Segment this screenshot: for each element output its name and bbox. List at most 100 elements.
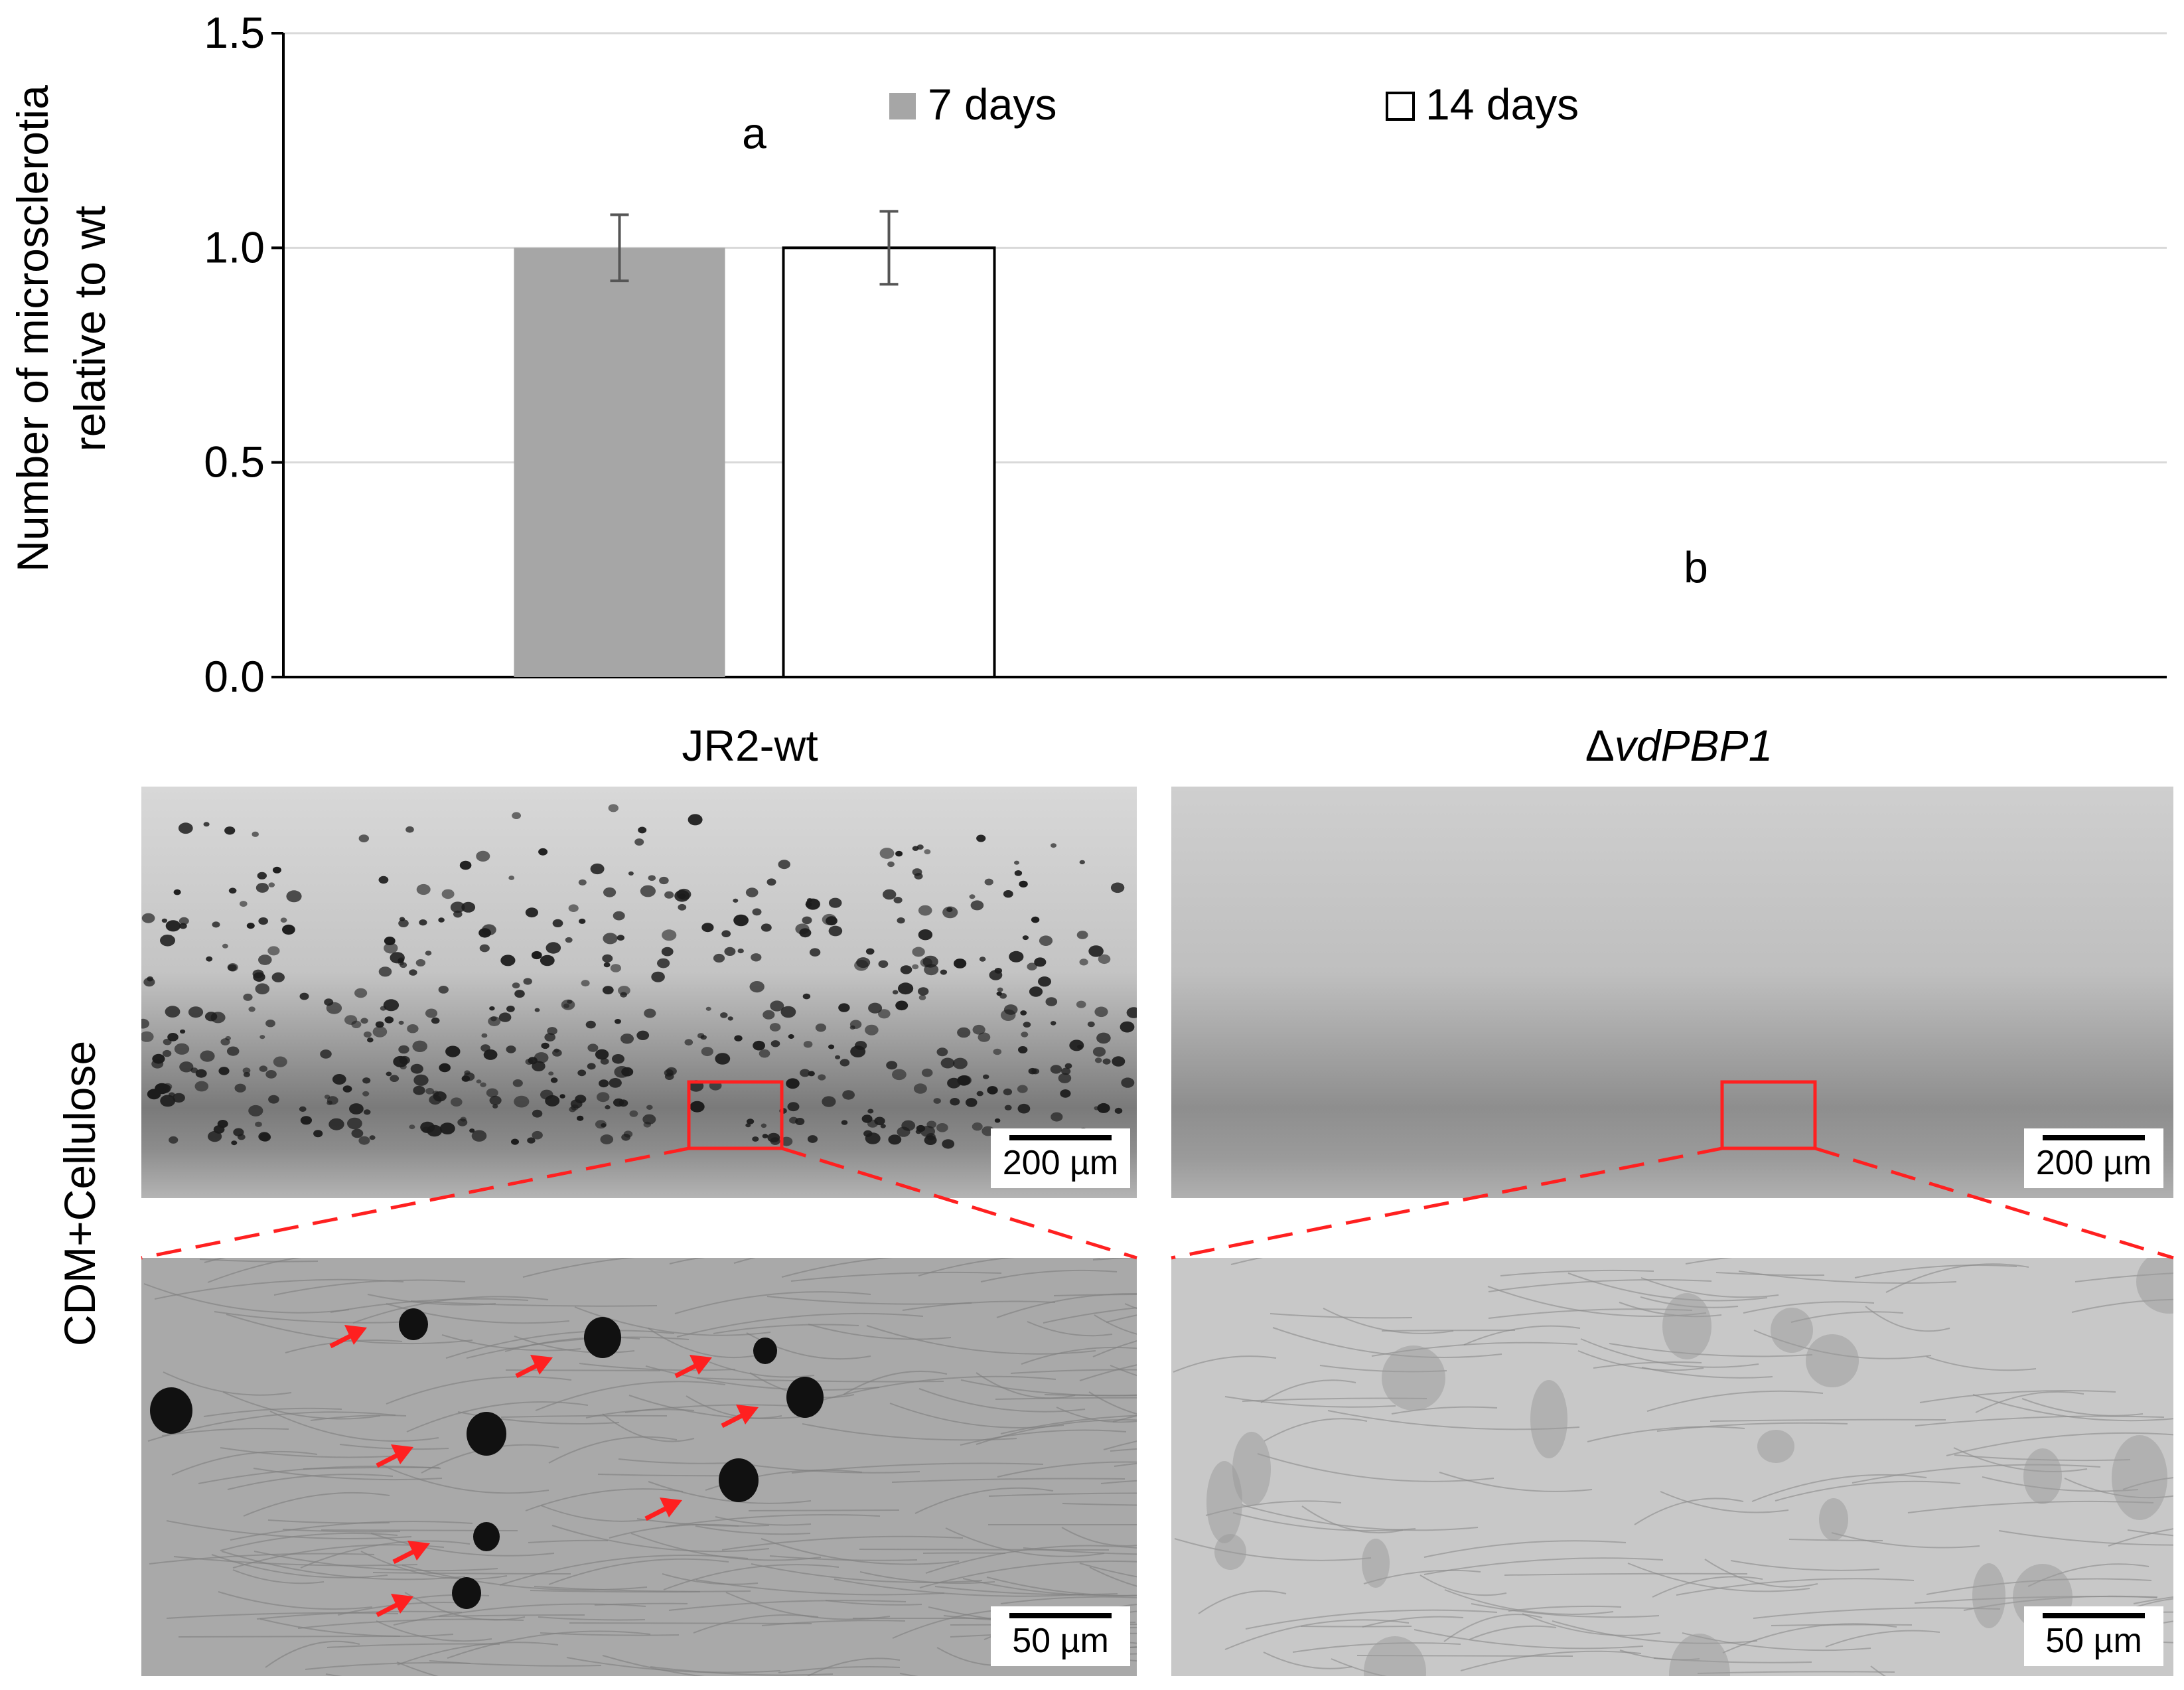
microsclerotium-dot <box>619 1099 628 1107</box>
hypha <box>1953 1447 2088 1472</box>
microsclerotium-dot <box>893 897 903 903</box>
hypha <box>404 1592 526 1621</box>
microsclerotium-dot <box>222 943 228 949</box>
microsclerotium-dot <box>828 925 843 937</box>
microsclerotium-dot <box>409 969 417 976</box>
hypha <box>834 1578 1084 1597</box>
microsclerotium <box>150 1387 192 1434</box>
microsclerotium-dot <box>378 876 389 884</box>
microsclerotium-dot <box>431 1017 440 1024</box>
microsclerotium-dot <box>246 923 255 929</box>
hypha <box>695 1525 811 1535</box>
microsclerotium-dot <box>258 1132 271 1142</box>
microsclerotium-dot <box>786 1078 800 1089</box>
legend-label: 14 days <box>1425 80 1579 129</box>
legend-swatch <box>1386 92 1415 121</box>
microsclerotium-dot <box>265 1020 275 1028</box>
microsclerotium-dot <box>268 1095 279 1104</box>
microsclerotium-dot <box>770 1000 784 1012</box>
microsclerotium-dot <box>769 1023 781 1032</box>
microsclerotium-dot <box>255 883 269 893</box>
microsclerotium-dot <box>200 1050 215 1062</box>
microsclerotium-dot <box>179 1061 194 1073</box>
hypha <box>1504 1573 1748 1576</box>
microsclerotium-dot <box>160 935 175 947</box>
hypha <box>178 1636 401 1638</box>
microsclerotium-dot <box>1029 986 1043 997</box>
microsclerotium-dot <box>952 1057 968 1069</box>
microsclerotium-dot <box>648 875 656 881</box>
microsclerotium-dot <box>713 953 725 963</box>
microsclerotium-dot <box>1051 1112 1063 1122</box>
red-arrows <box>329 1325 759 1618</box>
microsclerotium-dot <box>788 1034 794 1039</box>
hypha <box>221 1551 466 1580</box>
hypha <box>1444 1589 1614 1615</box>
microsclerotium-dot <box>226 1046 240 1056</box>
microsclerotium-dot <box>174 1043 190 1055</box>
microsclerotium-dot <box>512 982 520 989</box>
hypha <box>668 1600 907 1611</box>
microsclerotium-dot <box>605 1105 611 1110</box>
microsclerotium-dot <box>480 1082 486 1087</box>
hypha <box>1743 1301 1875 1314</box>
microsclerotium-dot <box>984 878 993 885</box>
microsclerotium-dot <box>979 957 986 962</box>
microsclerotium-dot <box>603 933 618 945</box>
microsclerotium-dot <box>460 1116 467 1122</box>
microsclerotium-dot <box>439 1122 455 1134</box>
microsclerotium-dot <box>224 826 236 835</box>
hypha <box>2127 1529 2173 1537</box>
hypha <box>499 1555 749 1586</box>
microsclerotium-dot <box>248 1006 255 1012</box>
hypha <box>1443 1614 1543 1642</box>
microsclerotium-dot <box>1039 935 1053 946</box>
microsclerotium-dot <box>1126 1007 1137 1018</box>
microsclerotium-dot <box>512 812 521 819</box>
hypha <box>538 1616 646 1621</box>
microsclerotium-dot <box>659 876 669 885</box>
microsclerotium-dot <box>595 1120 607 1129</box>
hypha <box>525 1488 684 1511</box>
faint-patch <box>1364 1636 1426 1676</box>
hypha <box>1710 1419 1946 1422</box>
microsclerotium <box>452 1577 481 1609</box>
microsclerotium-dot <box>983 1074 989 1079</box>
hypha <box>232 1569 325 1584</box>
microsclerotium-dot <box>243 993 253 1001</box>
microsclerotium-dot <box>208 1130 222 1142</box>
hypha <box>1062 1503 1137 1506</box>
microsclerotium-dot <box>608 804 619 812</box>
hypha <box>1301 1505 1404 1534</box>
microsclerotium-dot <box>636 1030 650 1040</box>
microsclerotium-dot <box>451 1097 463 1107</box>
microsclerotium-dot <box>999 993 1007 999</box>
microsclerotium-dot <box>413 1085 425 1095</box>
y-axis: 0.0 0.5 1.0 1.5 <box>204 8 2167 701</box>
microsclerotium-dot <box>268 882 275 887</box>
microsclerotium-dot <box>926 1133 936 1140</box>
hypha <box>220 1532 398 1551</box>
hypha <box>297 1618 524 1629</box>
hypha <box>1423 1540 1627 1558</box>
microsclerotium-dot <box>525 907 539 918</box>
microsclerotium-dot <box>678 903 687 911</box>
microsclerotium-dot <box>441 889 455 899</box>
microsclerotium-dot <box>936 1047 948 1057</box>
hypha <box>1061 1527 1137 1547</box>
microsclerotium-dot <box>141 1018 149 1029</box>
hypha <box>163 1371 292 1396</box>
hypha <box>1010 1369 1137 1374</box>
microsclerotium-dot <box>362 1091 370 1097</box>
microsclerotium-dot <box>173 889 181 895</box>
microsclerotium-dot <box>803 1041 813 1048</box>
microsclerotium-dot <box>259 1035 265 1039</box>
microsclerotium-dot <box>838 1003 850 1012</box>
microsclerotium-dot <box>651 971 665 982</box>
microsclerotium-dot <box>506 1045 516 1053</box>
microsclerotium-dot <box>778 860 790 870</box>
microsclerotium-dot <box>231 1140 238 1146</box>
microsclerotium-dot <box>807 1135 818 1143</box>
microsclerotium-dot <box>970 900 984 911</box>
hypha <box>1854 1265 2017 1278</box>
